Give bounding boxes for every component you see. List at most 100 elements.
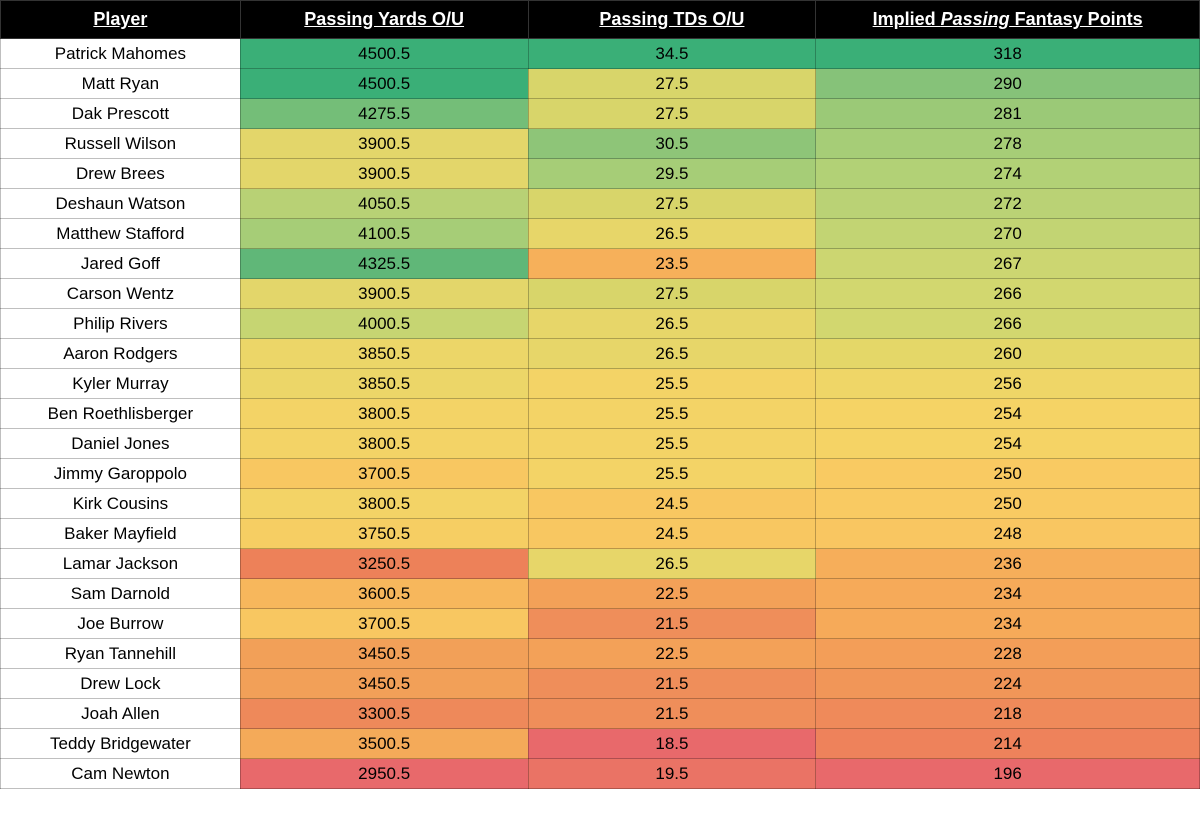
cell-tds: 27.5 xyxy=(528,69,816,99)
header-points: Implied Passing Fantasy Points xyxy=(816,1,1200,39)
cell-player: Jimmy Garoppolo xyxy=(1,459,241,489)
table-row: Dak Prescott4275.527.5281 xyxy=(1,99,1200,129)
cell-points: 218 xyxy=(816,699,1200,729)
cell-tds: 26.5 xyxy=(528,549,816,579)
table-row: Kyler Murray3850.525.5256 xyxy=(1,369,1200,399)
cell-points: 234 xyxy=(816,609,1200,639)
cell-yards: 4000.5 xyxy=(240,309,528,339)
table-row: Teddy Bridgewater3500.518.5214 xyxy=(1,729,1200,759)
table-row: Ryan Tannehill3450.522.5228 xyxy=(1,639,1200,669)
cell-player: Drew Brees xyxy=(1,159,241,189)
cell-tds: 27.5 xyxy=(528,189,816,219)
header-row: Player Passing Yards O/U Passing TDs O/U… xyxy=(1,1,1200,39)
cell-points: 272 xyxy=(816,189,1200,219)
table-row: Russell Wilson3900.530.5278 xyxy=(1,129,1200,159)
cell-player: Cam Newton xyxy=(1,759,241,789)
cell-points: 254 xyxy=(816,399,1200,429)
cell-player: Dak Prescott xyxy=(1,99,241,129)
cell-player: Sam Darnold xyxy=(1,579,241,609)
cell-tds: 26.5 xyxy=(528,219,816,249)
header-tds: Passing TDs O/U xyxy=(528,1,816,39)
cell-points: 278 xyxy=(816,129,1200,159)
cell-player: Lamar Jackson xyxy=(1,549,241,579)
cell-points: 254 xyxy=(816,429,1200,459)
cell-points: 256 xyxy=(816,369,1200,399)
cell-player: Joe Burrow xyxy=(1,609,241,639)
table-row: Matt Ryan4500.527.5290 xyxy=(1,69,1200,99)
cell-player: Russell Wilson xyxy=(1,129,241,159)
cell-yards: 3800.5 xyxy=(240,399,528,429)
cell-player: Aaron Rodgers xyxy=(1,339,241,369)
table-row: Cam Newton2950.519.5196 xyxy=(1,759,1200,789)
cell-player: Daniel Jones xyxy=(1,429,241,459)
cell-tds: 25.5 xyxy=(528,429,816,459)
table-row: Ben Roethlisberger3800.525.5254 xyxy=(1,399,1200,429)
cell-player: Ben Roethlisberger xyxy=(1,399,241,429)
cell-tds: 27.5 xyxy=(528,99,816,129)
cell-yards: 4100.5 xyxy=(240,219,528,249)
table-row: Patrick Mahomes4500.534.5318 xyxy=(1,39,1200,69)
table-row: Baker Mayfield3750.524.5248 xyxy=(1,519,1200,549)
cell-points: 196 xyxy=(816,759,1200,789)
cell-yards: 3800.5 xyxy=(240,489,528,519)
table-row: Kirk Cousins3800.524.5250 xyxy=(1,489,1200,519)
table-row: Daniel Jones3800.525.5254 xyxy=(1,429,1200,459)
table-row: Joah Allen3300.521.5218 xyxy=(1,699,1200,729)
cell-tds: 21.5 xyxy=(528,669,816,699)
cell-yards: 3450.5 xyxy=(240,669,528,699)
cell-tds: 22.5 xyxy=(528,639,816,669)
cell-yards: 3250.5 xyxy=(240,549,528,579)
cell-tds: 26.5 xyxy=(528,309,816,339)
cell-points: 228 xyxy=(816,639,1200,669)
cell-tds: 29.5 xyxy=(528,159,816,189)
header-player: Player xyxy=(1,1,241,39)
table-row: Carson Wentz3900.527.5266 xyxy=(1,279,1200,309)
cell-player: Drew Lock xyxy=(1,669,241,699)
cell-points: 248 xyxy=(816,519,1200,549)
table-row: Jimmy Garoppolo3700.525.5250 xyxy=(1,459,1200,489)
cell-tds: 25.5 xyxy=(528,369,816,399)
cell-tds: 26.5 xyxy=(528,339,816,369)
cell-points: 281 xyxy=(816,99,1200,129)
cell-yards: 3300.5 xyxy=(240,699,528,729)
table-row: Matthew Stafford4100.526.5270 xyxy=(1,219,1200,249)
cell-points: 266 xyxy=(816,279,1200,309)
cell-tds: 21.5 xyxy=(528,699,816,729)
table-row: Jared Goff4325.523.5267 xyxy=(1,249,1200,279)
cell-tds: 19.5 xyxy=(528,759,816,789)
cell-points: 260 xyxy=(816,339,1200,369)
cell-yards: 3900.5 xyxy=(240,279,528,309)
cell-tds: 25.5 xyxy=(528,459,816,489)
cell-tds: 21.5 xyxy=(528,609,816,639)
cell-yards: 3800.5 xyxy=(240,429,528,459)
table-row: Deshaun Watson4050.527.5272 xyxy=(1,189,1200,219)
cell-points: 214 xyxy=(816,729,1200,759)
table-row: Sam Darnold3600.522.5234 xyxy=(1,579,1200,609)
cell-yards: 3850.5 xyxy=(240,369,528,399)
cell-yards: 4050.5 xyxy=(240,189,528,219)
cell-yards: 3700.5 xyxy=(240,609,528,639)
table-row: Lamar Jackson3250.526.5236 xyxy=(1,549,1200,579)
cell-points: 250 xyxy=(816,459,1200,489)
cell-player: Kirk Cousins xyxy=(1,489,241,519)
cell-player: Jared Goff xyxy=(1,249,241,279)
cell-yards: 4325.5 xyxy=(240,249,528,279)
cell-yards: 4275.5 xyxy=(240,99,528,129)
cell-yards: 2950.5 xyxy=(240,759,528,789)
cell-player: Teddy Bridgewater xyxy=(1,729,241,759)
cell-yards: 3750.5 xyxy=(240,519,528,549)
cell-player: Matt Ryan xyxy=(1,69,241,99)
cell-yards: 3850.5 xyxy=(240,339,528,369)
cell-yards: 4500.5 xyxy=(240,39,528,69)
table-body: Patrick Mahomes4500.534.5318Matt Ryan450… xyxy=(1,39,1200,789)
cell-yards: 3600.5 xyxy=(240,579,528,609)
cell-player: Kyler Murray xyxy=(1,369,241,399)
cell-tds: 27.5 xyxy=(528,279,816,309)
cell-points: 274 xyxy=(816,159,1200,189)
cell-tds: 18.5 xyxy=(528,729,816,759)
cell-tds: 22.5 xyxy=(528,579,816,609)
cell-yards: 3900.5 xyxy=(240,159,528,189)
cell-points: 224 xyxy=(816,669,1200,699)
cell-yards: 3700.5 xyxy=(240,459,528,489)
cell-tds: 34.5 xyxy=(528,39,816,69)
